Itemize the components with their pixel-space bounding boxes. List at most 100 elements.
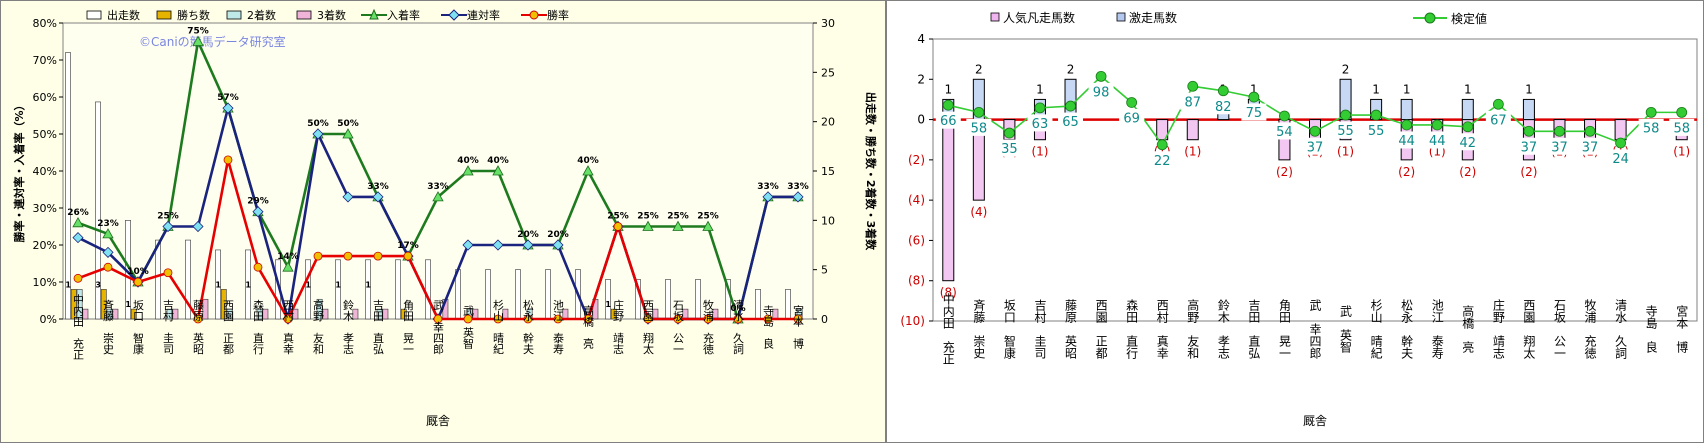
value-label-bg bbox=[996, 139, 1022, 157]
category-label: 杉山 晴紀 bbox=[1369, 299, 1383, 359]
bar-人気凡走馬数 bbox=[1186, 119, 1199, 141]
value-label: 44 bbox=[1398, 134, 1415, 149]
point-検定値 bbox=[1523, 125, 1535, 137]
rate-label: 50% bbox=[307, 119, 329, 129]
value-label: 37 bbox=[1521, 140, 1538, 155]
point-勝率 bbox=[763, 314, 773, 324]
value-label: 22 bbox=[1154, 154, 1171, 169]
negative-label: (1) bbox=[1031, 145, 1048, 159]
rate-label: 33% bbox=[757, 182, 779, 192]
point-検定値 bbox=[1370, 109, 1382, 121]
rate-label: 40% bbox=[577, 156, 599, 166]
rate-label: 57% bbox=[217, 93, 239, 103]
value-label: 98 bbox=[1093, 85, 1110, 100]
bar-出走数 bbox=[485, 269, 491, 320]
bar-label: 1 bbox=[605, 300, 611, 309]
point-勝率 bbox=[253, 262, 263, 272]
point-連対率 bbox=[162, 220, 174, 233]
value-label-bg bbox=[1119, 108, 1145, 126]
point-入着率 bbox=[72, 216, 84, 228]
point-入着率 bbox=[642, 220, 654, 231]
rate-label: 10% bbox=[127, 267, 149, 277]
legend-label: 激走馬数 bbox=[1129, 10, 1177, 25]
point-検定値 bbox=[1034, 102, 1046, 114]
point-連対率 bbox=[222, 102, 234, 114]
bar-出走数 bbox=[755, 289, 761, 320]
category-label: 西園 正都 bbox=[222, 300, 235, 355]
rate-label: 20% bbox=[547, 230, 569, 240]
category-label: 武 英智 bbox=[1339, 305, 1353, 354]
bar-勝ち数 bbox=[130, 308, 137, 320]
left-tick-label: 60% bbox=[33, 91, 57, 104]
point-勝率 bbox=[553, 314, 563, 324]
legend-label: 入着率 bbox=[387, 8, 420, 22]
point-検定値 bbox=[1156, 139, 1168, 151]
left-tick-label: 0% bbox=[40, 313, 57, 326]
right-tick-label: 5 bbox=[821, 264, 828, 277]
point-連対率 bbox=[522, 239, 534, 251]
point-検定値 bbox=[1217, 85, 1229, 97]
bar-2着数 bbox=[226, 308, 233, 320]
category-label: 清水 久詞 bbox=[1614, 299, 1628, 359]
point-連対率 bbox=[72, 232, 84, 244]
legend-label: 連対率 bbox=[467, 8, 500, 22]
legend-marker bbox=[448, 9, 460, 21]
y-tick-label: 4 bbox=[917, 32, 925, 46]
value-label: 75 bbox=[1246, 106, 1263, 121]
point-勝率 bbox=[493, 314, 503, 324]
category-label: 鈴木 孝志 bbox=[342, 298, 355, 354]
category-label: 森田 直行 bbox=[252, 298, 265, 355]
point-連対率 bbox=[372, 191, 384, 203]
rate-label: 14% bbox=[277, 252, 299, 262]
bar-3着数 bbox=[112, 308, 119, 320]
category-label: 武 幸四郎 bbox=[432, 299, 445, 354]
point-連対率 bbox=[462, 239, 474, 251]
plot-area bbox=[932, 38, 1698, 322]
value-label-bg bbox=[1577, 137, 1603, 155]
category-label: 石坂 公一 bbox=[1552, 299, 1566, 359]
legend: 人気凡走馬数 激走馬数 検定値 bbox=[990, 10, 1487, 26]
positive-label: 1 bbox=[1464, 82, 1472, 96]
category-label: 池江 泰寿 bbox=[1430, 299, 1444, 359]
category-label: 寺島 良 bbox=[762, 305, 775, 350]
point-勝率 bbox=[163, 268, 173, 278]
positive-label: 1 bbox=[1372, 82, 1380, 96]
right-tick-label: 0 bbox=[821, 313, 828, 326]
bar-出走数 bbox=[155, 239, 161, 320]
rate-label: 17% bbox=[397, 241, 419, 251]
value-label: 69 bbox=[1123, 111, 1140, 126]
point-検定値 bbox=[1645, 106, 1657, 118]
bar-2着数 bbox=[166, 308, 173, 320]
bar-出走数 bbox=[185, 239, 191, 320]
rate-label: 23% bbox=[97, 219, 119, 229]
bar-出走数 bbox=[665, 279, 671, 320]
category-label: 吉村 圭司 bbox=[1033, 299, 1047, 359]
value-label: 44 bbox=[1429, 134, 1446, 149]
bar-label: 1 bbox=[365, 280, 371, 289]
left-tick-label: 10% bbox=[33, 276, 57, 289]
category-label: 西園 翔太 bbox=[642, 300, 655, 356]
bar-出走数 bbox=[335, 259, 341, 320]
value-label-bg bbox=[1424, 131, 1450, 149]
value-label-bg bbox=[1058, 112, 1084, 130]
category-label: 宮本 博 bbox=[1675, 304, 1689, 353]
bar-出走数 bbox=[515, 269, 521, 320]
negative-label: (8) bbox=[940, 286, 957, 300]
bar-出走数 bbox=[305, 259, 311, 320]
value-label: 37 bbox=[1551, 140, 1568, 155]
category-label: 藤原 英昭 bbox=[1064, 299, 1078, 359]
bar-3着数 bbox=[322, 308, 329, 320]
point-検定値 bbox=[973, 106, 985, 118]
bar-2着数 bbox=[76, 289, 83, 320]
category-label: 西園 翔太 bbox=[1522, 299, 1536, 359]
rate-label: 40% bbox=[487, 156, 509, 166]
category-label: 松永 幹夫 bbox=[522, 298, 535, 355]
category-label: 中内田 充正 bbox=[941, 292, 955, 365]
category-label: 武 英智 bbox=[462, 305, 475, 350]
point-入着率 bbox=[462, 165, 474, 176]
rate-label: 25% bbox=[607, 212, 629, 222]
rate-label: 33% bbox=[427, 182, 449, 192]
value-label-bg bbox=[1608, 149, 1634, 167]
bar-label: 1 bbox=[215, 280, 221, 289]
point-勝率 bbox=[133, 277, 143, 287]
